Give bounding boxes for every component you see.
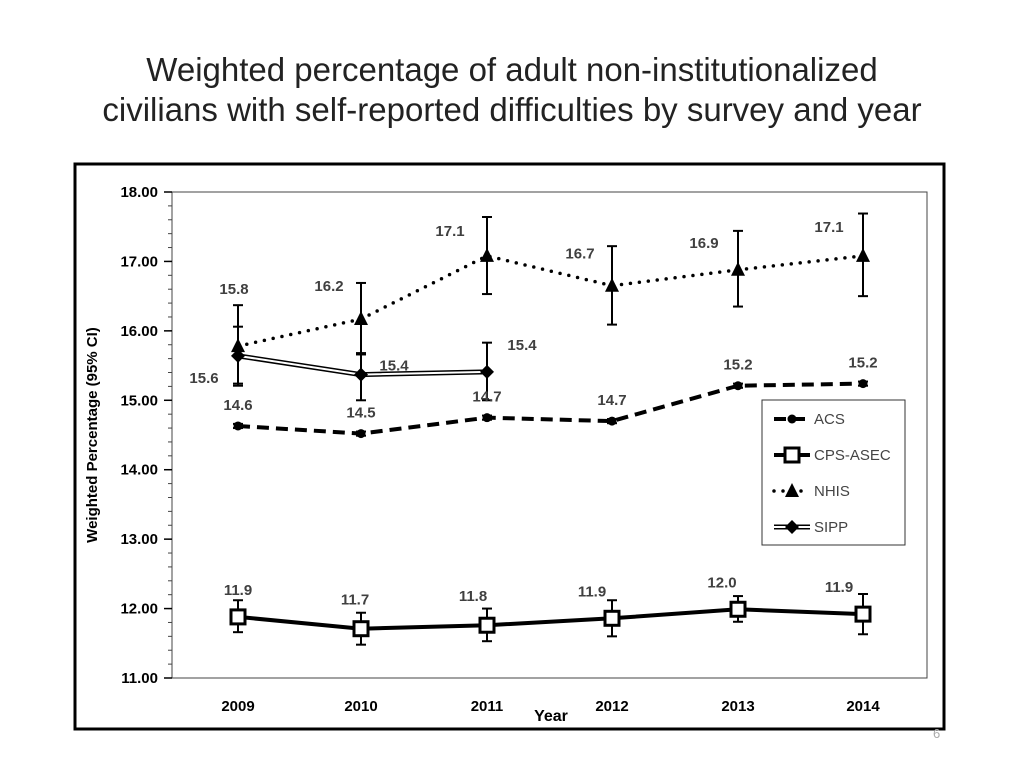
data-point-cps-asec	[229, 608, 247, 626]
data-point-nhis	[731, 261, 745, 276]
x-tick-label: 2009	[221, 698, 254, 715]
y-tick-label: 14.00	[120, 462, 158, 479]
legend-label-sipp: SIPP	[814, 519, 848, 536]
x-tick-label: 2011	[471, 698, 504, 715]
data-label: 11.9	[224, 582, 252, 599]
legend: ACS CPS-ASEC NHIS SIPP	[761, 399, 906, 546]
data-label: 15.2	[723, 357, 752, 374]
data-label: 15.2	[848, 355, 877, 372]
y-tick-label: 13.00	[120, 531, 158, 548]
data-point-sipp	[480, 364, 494, 379]
data-label: 12.0	[707, 574, 736, 591]
series-line-acs	[237, 381, 864, 436]
y-tick-label: 17.00	[120, 253, 158, 270]
data-label: 14.7	[597, 392, 626, 409]
y-tick-label: 11.00	[121, 670, 158, 687]
legend-label-cps-asec: CPS-ASEC	[814, 447, 891, 464]
plot-area	[171, 191, 928, 679]
data-point-acs	[356, 429, 366, 439]
data-label: 17.1	[435, 223, 464, 240]
data-label: 11.7	[341, 592, 369, 609]
title-line-1: Weighted percentage of adult non-institu…	[146, 51, 878, 88]
legend-marker-nhis	[785, 483, 799, 497]
data-point-nhis	[856, 247, 870, 262]
y-tick-label: 15.00	[120, 392, 158, 409]
data-label: 15.4	[507, 337, 537, 354]
data-label: 14.6	[223, 397, 252, 414]
legend-marker-sipp	[785, 520, 799, 534]
data-point-acs	[482, 413, 492, 423]
data-point-cps-asec	[603, 609, 621, 627]
title-line-2: civilians with self-reported difficultie…	[102, 91, 922, 128]
legend-marker-acs	[787, 414, 797, 424]
data-label: 15.6	[189, 370, 218, 387]
data-label: 11.9	[578, 583, 606, 600]
data-point-cps-asec	[854, 605, 872, 623]
data-point-nhis	[605, 277, 619, 292]
data-label: 14.7	[472, 389, 501, 406]
data-label: 15.4	[379, 358, 409, 375]
legend-label-nhis: NHIS	[814, 483, 850, 500]
data-point-acs	[233, 421, 243, 431]
data-label: 11.9	[825, 579, 853, 596]
data-label: 16.2	[314, 278, 343, 295]
y-tick-label: 12.00	[120, 601, 158, 618]
page-number: 6	[933, 726, 941, 741]
data-label: 16.9	[689, 235, 718, 252]
x-axis-title: Year	[534, 708, 568, 725]
x-tick-label: 2010	[344, 698, 377, 715]
data-point-sipp	[231, 348, 245, 363]
data-point-acs	[733, 381, 743, 391]
data-label: 14.5	[346, 405, 375, 422]
data-label: 15.8	[219, 281, 248, 298]
data-point-cps-asec	[352, 620, 370, 638]
x-tick-label: 2012	[595, 698, 628, 715]
y-tick-label: 18.00	[120, 184, 158, 201]
series-line-nhis	[236, 254, 865, 348]
data-label: 11.8	[459, 588, 487, 605]
x-tick-label: 2014	[846, 698, 880, 715]
data-label: 16.7	[565, 246, 594, 263]
data-point-acs	[858, 379, 868, 389]
data-point-acs	[607, 416, 617, 426]
data-point-cps-asec	[729, 600, 747, 618]
legend-marker-cps-asec	[783, 446, 801, 464]
data-point-nhis	[480, 247, 494, 262]
y-axis-title: Weighted Percentage (95% CI)	[84, 327, 101, 543]
legend-label-acs: ACS	[814, 411, 845, 428]
data-label: 17.1	[814, 219, 843, 236]
chart-frame	[73, 162, 946, 731]
series-line-cps-asec	[237, 607, 864, 631]
data-point-nhis	[354, 311, 368, 326]
slide-title: Weighted percentage of adult non-institu…	[0, 50, 1024, 130]
x-tick-label: 2013	[721, 698, 754, 715]
data-point-sipp	[354, 367, 368, 382]
y-tick-label: 16.00	[120, 323, 158, 340]
data-point-cps-asec	[478, 616, 496, 634]
